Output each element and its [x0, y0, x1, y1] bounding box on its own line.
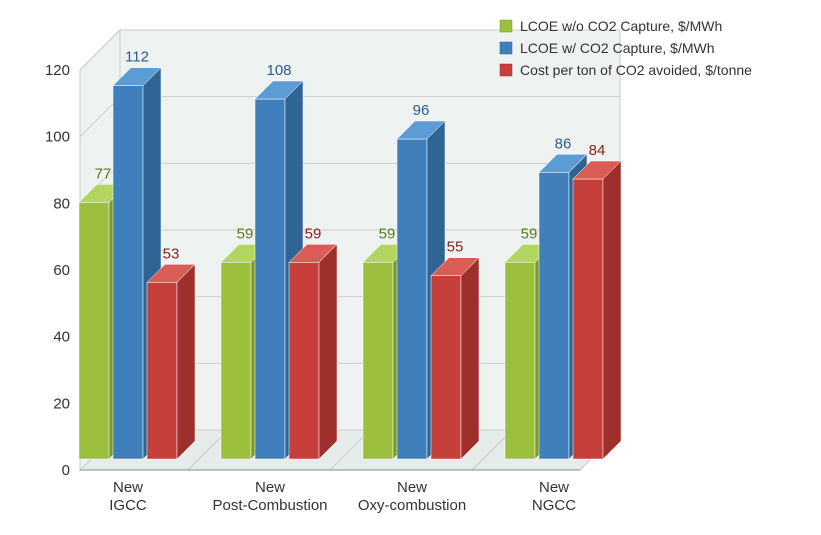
category-label-line2: Oxy-combustion	[358, 497, 466, 514]
bar-front	[573, 179, 603, 459]
bar-front	[289, 262, 319, 459]
legend-swatch	[500, 20, 512, 32]
y-tick-label: 60	[53, 262, 70, 279]
bar-front	[113, 86, 143, 459]
y-tick-label: 100	[45, 129, 70, 146]
value-label: 96	[413, 102, 430, 119]
bar-front	[363, 262, 393, 459]
category-label-line2: IGCC	[109, 497, 147, 514]
y-tick-label: 80	[53, 195, 70, 212]
legend-swatch	[500, 42, 512, 54]
chart-container: 0204060801001207711253NewIGCC5910859NewP…	[0, 0, 821, 535]
bar-side	[461, 258, 479, 459]
y-tick-label: 20	[53, 395, 70, 412]
category-label-line1: New	[255, 479, 285, 496]
bar-front	[221, 262, 251, 459]
bar-front	[79, 202, 109, 459]
y-tick-label: 120	[45, 62, 70, 79]
legend-label: LCOE w/ CO2 Capture, $/MWh	[520, 40, 715, 56]
category-label-line2: Post-Combustion	[212, 497, 327, 514]
bar-front	[397, 139, 427, 459]
value-label: 59	[237, 225, 254, 242]
y-tick-label: 0	[62, 462, 70, 479]
bar-front	[505, 262, 535, 459]
bar-chart: 0204060801001207711253NewIGCC5910859NewP…	[0, 0, 821, 535]
bar-front	[147, 282, 177, 459]
category-label-line1: New	[539, 479, 569, 496]
value-label: 77	[95, 165, 112, 182]
bar-front	[255, 99, 285, 459]
value-label: 59	[379, 225, 396, 242]
legend-label: LCOE w/o CO2 Capture, $/MWh	[520, 18, 722, 34]
value-label: 112	[125, 49, 149, 66]
category-label-line1: New	[113, 479, 143, 496]
value-label: 59	[305, 225, 322, 242]
value-label: 59	[521, 225, 538, 242]
legend-swatch	[500, 64, 512, 76]
legend-label: Cost per ton of CO2 avoided, $/tonne	[520, 62, 752, 78]
value-label: 84	[589, 142, 606, 159]
bar-front	[539, 172, 569, 459]
value-label: 86	[555, 135, 572, 152]
value-label: 55	[447, 239, 464, 256]
value-label: 108	[266, 62, 291, 79]
bar-side	[603, 161, 621, 459]
value-label: 53	[163, 245, 180, 262]
category-label-line2: NGCC	[532, 497, 576, 514]
bar-side	[319, 244, 337, 459]
y-tick-label: 40	[53, 329, 70, 346]
bar-side	[177, 264, 195, 459]
category-label-line1: New	[397, 479, 427, 496]
bar-front	[431, 276, 461, 459]
